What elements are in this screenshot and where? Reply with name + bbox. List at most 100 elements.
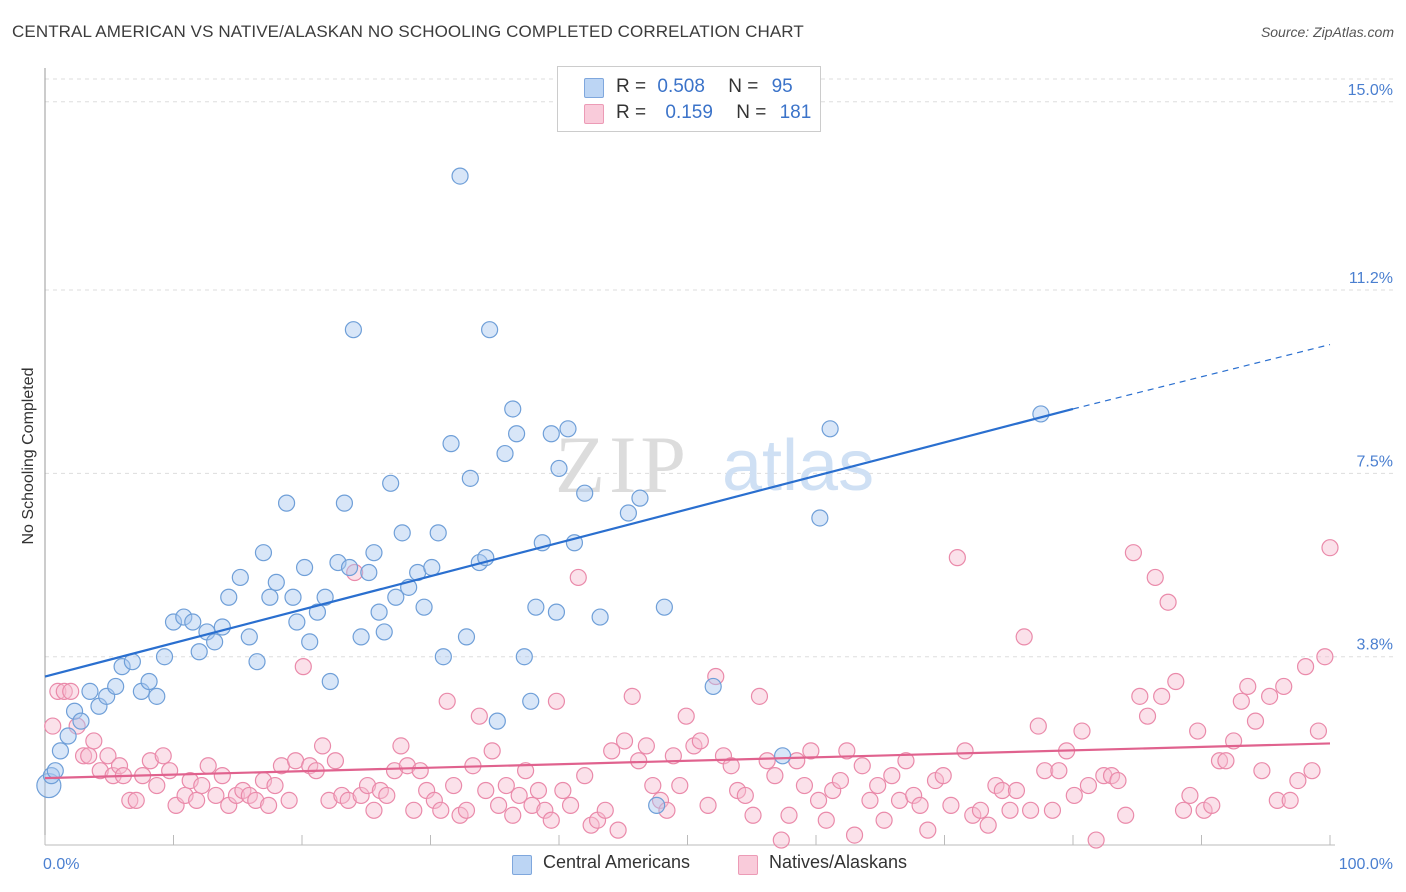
- pink-point: [1087, 831, 1105, 849]
- pink-point: [477, 781, 495, 800]
- blue-point: [522, 692, 540, 710]
- blue-point: [321, 672, 339, 691]
- natives-alaskans-trend-line: [44, 742, 1331, 780]
- pink-point: [861, 791, 879, 810]
- blue-point: [365, 544, 383, 562]
- pink-point: [1015, 628, 1033, 646]
- pink-point: [110, 757, 129, 775]
- pink-point: [772, 831, 790, 849]
- pink-point: [883, 767, 901, 785]
- pink-point: [199, 757, 217, 775]
- watermark: ZIP atlas: [555, 419, 874, 510]
- legend-r-label-2: R =: [616, 102, 647, 123]
- pink-point: [1131, 687, 1149, 705]
- y-axis-label: No Schooling Completed: [20, 368, 37, 545]
- blue-point: [301, 633, 319, 651]
- pink-point: [766, 767, 784, 785]
- blue-point: [550, 459, 568, 478]
- pink-point: [365, 801, 383, 819]
- blue-point: [542, 425, 560, 443]
- pink-point: [91, 762, 109, 780]
- pink-point: [1309, 722, 1328, 740]
- pink-point: [1036, 762, 1054, 780]
- blue-point: [648, 796, 666, 814]
- pink-point: [490, 796, 508, 814]
- blue-point: [113, 658, 131, 676]
- blue-point: [591, 608, 609, 626]
- pink-point: [1021, 801, 1040, 819]
- pink-point: [392, 737, 410, 755]
- pink-point: [1029, 717, 1047, 735]
- blue-point: [59, 727, 77, 745]
- pink-point: [483, 742, 501, 760]
- pink-point: [44, 717, 62, 735]
- pink-point: [561, 796, 580, 814]
- pink-point: [780, 806, 798, 824]
- pink-point: [1275, 677, 1293, 696]
- pink-point: [569, 568, 587, 587]
- pink-point: [154, 747, 172, 765]
- pink-point: [1296, 658, 1315, 676]
- y-tick-label: 11.2%: [1349, 270, 1393, 287]
- pink-point: [853, 757, 871, 775]
- pink-point: [554, 781, 572, 800]
- pink-point: [809, 791, 828, 810]
- pink-point: [869, 776, 887, 795]
- pink-point: [795, 776, 814, 795]
- y-axis-tick-labels: 3.8% 7.5% 11.2% 15.0%: [1348, 82, 1393, 654]
- pink-point: [457, 801, 476, 819]
- pink-point: [1117, 806, 1135, 824]
- central-americans-trend-line: [44, 407, 1074, 678]
- pink-point: [85, 732, 103, 750]
- pink-point: [948, 549, 966, 567]
- pink-point: [979, 816, 997, 834]
- legend-n-value-1: 95: [771, 76, 793, 97]
- blue-point: [352, 628, 370, 646]
- blue-point: [504, 400, 522, 418]
- central-americans-trend-extension: [1072, 343, 1331, 410]
- pink-point: [1239, 677, 1257, 696]
- blue-point: [619, 504, 637, 522]
- blue-point: [261, 588, 279, 606]
- legend-n-label-2: N =: [736, 102, 767, 123]
- pink-point: [339, 791, 357, 810]
- blue-point: [451, 167, 469, 185]
- pink-point: [722, 757, 740, 775]
- pink-point: [1217, 752, 1235, 770]
- blue-point: [631, 489, 649, 507]
- axes: [44, 68, 1335, 846]
- pink-point: [1303, 762, 1321, 780]
- pink-point: [603, 742, 621, 760]
- pink-point: [385, 762, 404, 780]
- blue-point: [481, 321, 499, 339]
- pink-point: [1246, 712, 1265, 730]
- x-tick-label-max: 100.0%: [1339, 856, 1393, 873]
- pink-point: [497, 776, 515, 795]
- blue-point: [164, 613, 183, 631]
- blue-point: [220, 588, 238, 606]
- pink-point: [956, 742, 974, 760]
- blue-point: [140, 672, 158, 691]
- pink-point: [1138, 707, 1157, 725]
- x-axis-ticks: [44, 835, 1331, 845]
- pink-point: [405, 801, 423, 819]
- blue-point: [206, 633, 224, 651]
- pink-point: [1007, 781, 1026, 800]
- blue-point: [375, 623, 393, 641]
- pink-point: [504, 806, 522, 824]
- legend-r-label-1: R =: [616, 76, 647, 97]
- legend: R = 0.508 N = 95 R = 0.159 N = 181: [557, 66, 821, 132]
- pink-point: [1316, 648, 1334, 666]
- pink-point: [817, 811, 835, 829]
- source-note: Source: ZipAtlas.com: [1260, 24, 1394, 40]
- pink-point: [542, 811, 560, 829]
- blue-point: [811, 509, 829, 527]
- blue-point: [527, 598, 545, 616]
- pink-point: [1210, 752, 1229, 770]
- blue-point: [277, 494, 296, 512]
- pink-point: [127, 791, 145, 810]
- blue-point: [547, 603, 566, 621]
- bottom-legend-label-central-americans: Central Americans: [543, 852, 691, 872]
- pink-point: [971, 801, 990, 819]
- pink-point: [188, 791, 206, 810]
